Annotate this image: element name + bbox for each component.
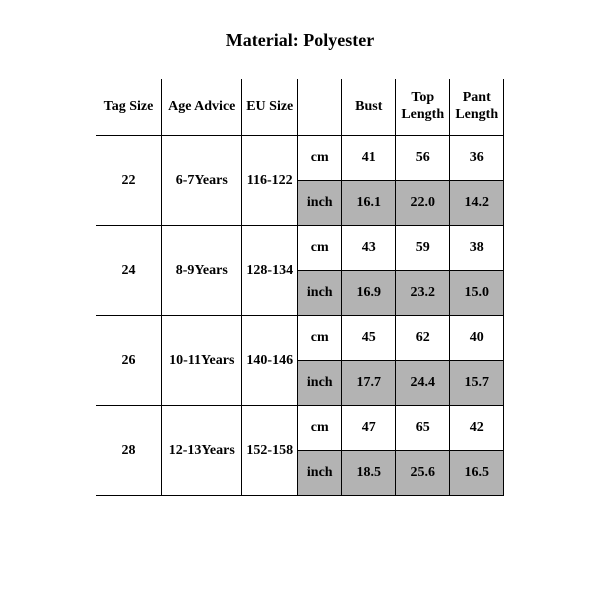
cell-unit-cm: cm bbox=[298, 226, 342, 271]
size-table: Tag Size Age Advice EU Size Bust Top Len… bbox=[96, 79, 505, 496]
cell-eu: 152-158 bbox=[242, 406, 298, 496]
cell-unit-cm: cm bbox=[298, 406, 342, 451]
cell-unit-cm: cm bbox=[298, 136, 342, 181]
col-age-advice: Age Advice bbox=[162, 79, 242, 136]
cell-pant-cm: 38 bbox=[450, 226, 504, 271]
cell-top-inch: 23.2 bbox=[396, 271, 450, 316]
cell-top-cm: 59 bbox=[396, 226, 450, 271]
cell-age: 8-9Years bbox=[162, 226, 242, 316]
cell-tag: 26 bbox=[96, 316, 162, 406]
cell-top-cm: 62 bbox=[396, 316, 450, 361]
size-chart-page: Material: Polyester Tag Size Age Advice … bbox=[0, 0, 600, 600]
cell-bust-inch: 18.5 bbox=[342, 451, 396, 496]
col-pant-length: Pant Length bbox=[450, 79, 504, 136]
cell-bust-cm: 43 bbox=[342, 226, 396, 271]
cell-age: 12-13Years bbox=[162, 406, 242, 496]
table-row: 28 12-13Years 152-158 cm 47 65 42 bbox=[96, 406, 504, 451]
cell-unit-inch: inch bbox=[298, 361, 342, 406]
cell-bust-cm: 47 bbox=[342, 406, 396, 451]
cell-unit-cm: cm bbox=[298, 316, 342, 361]
cell-top-inch: 25.6 bbox=[396, 451, 450, 496]
cell-bust-inch: 16.1 bbox=[342, 181, 396, 226]
cell-top-inch: 22.0 bbox=[396, 181, 450, 226]
cell-age: 10-11Years bbox=[162, 316, 242, 406]
col-top-length: Top Length bbox=[396, 79, 450, 136]
cell-pant-cm: 36 bbox=[450, 136, 504, 181]
cell-pant-inch: 15.0 bbox=[450, 271, 504, 316]
col-tag-size: Tag Size bbox=[96, 79, 162, 136]
col-bust: Bust bbox=[342, 79, 396, 136]
cell-pant-cm: 42 bbox=[450, 406, 504, 451]
table-row: 22 6-7Years 116-122 cm 41 56 36 bbox=[96, 136, 504, 181]
cell-top-cm: 56 bbox=[396, 136, 450, 181]
page-title: Material: Polyester bbox=[0, 30, 600, 51]
col-eu-size: EU Size bbox=[242, 79, 298, 136]
cell-bust-inch: 17.7 bbox=[342, 361, 396, 406]
cell-bust-inch: 16.9 bbox=[342, 271, 396, 316]
table-row: 24 8-9Years 128-134 cm 43 59 38 bbox=[96, 226, 504, 271]
cell-tag: 24 bbox=[96, 226, 162, 316]
table-header-row: Tag Size Age Advice EU Size Bust Top Len… bbox=[96, 79, 504, 136]
cell-bust-cm: 45 bbox=[342, 316, 396, 361]
cell-eu: 128-134 bbox=[242, 226, 298, 316]
cell-pant-inch: 16.5 bbox=[450, 451, 504, 496]
cell-unit-inch: inch bbox=[298, 271, 342, 316]
cell-pant-cm: 40 bbox=[450, 316, 504, 361]
cell-age: 6-7Years bbox=[162, 136, 242, 226]
cell-unit-inch: inch bbox=[298, 181, 342, 226]
cell-top-inch: 24.4 bbox=[396, 361, 450, 406]
cell-unit-inch: inch bbox=[298, 451, 342, 496]
col-pant-length-label: Pant Length bbox=[451, 90, 503, 124]
col-unit bbox=[298, 79, 342, 136]
cell-tag: 28 bbox=[96, 406, 162, 496]
cell-pant-inch: 15.7 bbox=[450, 361, 504, 406]
cell-eu: 116-122 bbox=[242, 136, 298, 226]
col-top-length-label: Top Length bbox=[397, 90, 449, 124]
cell-bust-cm: 41 bbox=[342, 136, 396, 181]
cell-top-cm: 65 bbox=[396, 406, 450, 451]
table-row: 26 10-11Years 140-146 cm 45 62 40 bbox=[96, 316, 504, 361]
cell-eu: 140-146 bbox=[242, 316, 298, 406]
cell-pant-inch: 14.2 bbox=[450, 181, 504, 226]
cell-tag: 22 bbox=[96, 136, 162, 226]
